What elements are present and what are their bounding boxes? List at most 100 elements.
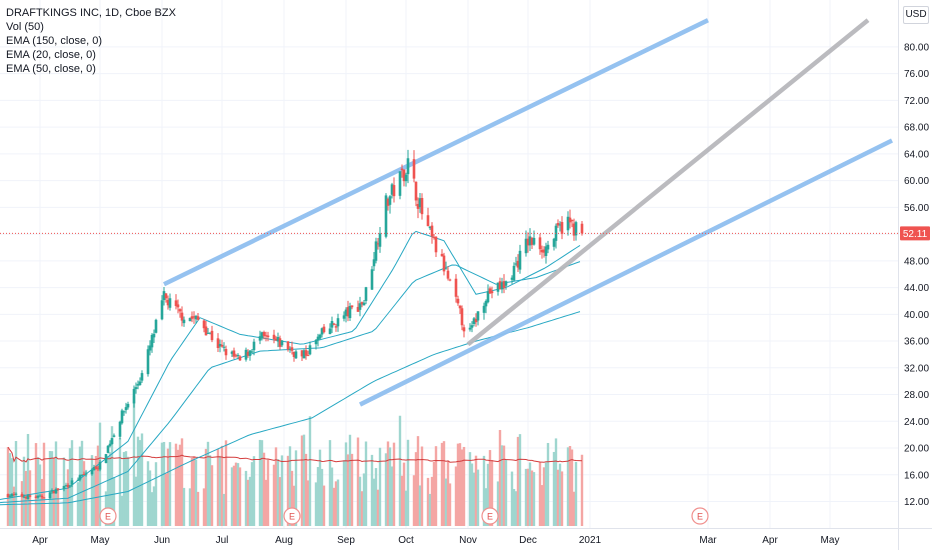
candle-body: [502, 281, 506, 288]
candle: [560, 216, 564, 240]
candle: [262, 330, 266, 340]
candle: [510, 275, 514, 284]
currency-button[interactable]: USD: [903, 6, 929, 24]
volume-bar: [168, 442, 172, 526]
volume-bar: [356, 437, 360, 526]
volume-bar: [484, 488, 488, 526]
earnings-marker-circle[interactable]: [283, 507, 301, 525]
candle-body: [344, 309, 348, 316]
candle: [490, 286, 494, 299]
time-tick-label: Jul: [216, 535, 229, 546]
candle-body: [160, 300, 164, 320]
candle-body: [70, 480, 74, 485]
candle: [70, 477, 74, 488]
candle: [238, 355, 242, 361]
lower-channel-line[interactable]: [358, 138, 894, 407]
volume-bar: [166, 448, 170, 526]
candle-body: [124, 407, 128, 411]
volume-bar: [150, 492, 154, 526]
candle-body: [76, 479, 80, 481]
candle-body: [320, 328, 324, 335]
candle-body: [36, 495, 40, 498]
candle-body: [210, 330, 214, 341]
upper-channel-line[interactable]: [163, 18, 709, 287]
volume-bar: [12, 486, 16, 526]
volume-bar: [392, 442, 396, 526]
ema50-indicator-label[interactable]: EMA (50, close, 0): [6, 63, 96, 75]
volume-bar: [94, 455, 98, 526]
candle-body: [34, 496, 38, 498]
candle-body: [364, 287, 368, 301]
volume-bar: [434, 446, 438, 526]
volume-bar: [288, 446, 292, 526]
candle-body: [362, 302, 366, 306]
volume-bar: [28, 470, 32, 526]
time-axis[interactable]: Apr May Jun Jul Aug Sep Oct Nov Dec 2021 Mar Apr May: [32, 535, 839, 546]
candle: [350, 305, 354, 310]
candle: [412, 150, 416, 183]
candle: [390, 182, 394, 199]
volume-indicator-label[interactable]: Vol (50): [6, 21, 44, 33]
ema20-indicator-label[interactable]: EMA (20, close, 0): [6, 49, 96, 61]
candle: [378, 226, 382, 253]
candle-body: [516, 260, 520, 268]
earnings-marker-circle[interactable]: [99, 507, 117, 525]
volume-bar: [418, 485, 422, 526]
candle: [222, 342, 226, 352]
earnings-marker[interactable]: E: [691, 507, 709, 525]
candle: [456, 295, 460, 306]
earnings-marker-label: E: [697, 512, 703, 522]
volume-bar: [152, 486, 156, 526]
earnings-marker[interactable]: E: [283, 507, 301, 525]
time-tick-label: Nov: [459, 535, 477, 546]
earnings-marker-circle[interactable]: [691, 507, 709, 525]
candle-body: [372, 259, 376, 267]
candle: [56, 488, 60, 492]
candle: [448, 278, 452, 282]
candle: [68, 485, 72, 488]
candle: [526, 232, 530, 253]
candle-body: [568, 217, 572, 223]
candle-body: [560, 222, 564, 234]
candle-body: [230, 351, 234, 354]
volume-bar: [488, 450, 492, 526]
candle-body: [180, 312, 184, 321]
volume-bar: [446, 460, 450, 526]
candle-body: [574, 222, 578, 236]
candle-body: [528, 236, 532, 246]
drawing-lines[interactable]: [163, 18, 894, 407]
earnings-marker[interactable]: E: [99, 507, 117, 525]
volume-bar: [80, 440, 84, 526]
candle-body: [462, 327, 466, 332]
candle-body: [434, 236, 438, 253]
volume-bar: [442, 441, 446, 526]
candle-body: [64, 485, 68, 487]
volume-bar: [560, 471, 564, 526]
candle: [304, 345, 308, 360]
volume-bar: [106, 456, 110, 526]
candle: [486, 284, 490, 304]
time-tick-label: Oct: [398, 535, 414, 546]
symbol-title[interactable]: DRAFTKINGS INC, 1D, Cboe BZX: [6, 7, 176, 19]
candle-body: [204, 326, 208, 336]
earnings-marker-circle[interactable]: [481, 507, 499, 525]
volume-bar: [42, 442, 46, 526]
candle: [248, 349, 252, 361]
candle-body: [8, 495, 12, 497]
price-axis[interactable]: 12.00 16.00 20.00 24.00 28.00 32.00 36.00 40.00…: [904, 42, 929, 508]
candle: [434, 236, 438, 257]
candle: [474, 313, 478, 327]
earnings-marker[interactable]: E: [481, 507, 499, 525]
candle-body: [498, 281, 502, 290]
volume-bar: [276, 459, 280, 526]
ema150-indicator-label[interactable]: EMA (150, close, 0): [6, 35, 102, 47]
volume-bar: [388, 447, 392, 526]
candle-body: [68, 485, 72, 487]
candle: [364, 286, 368, 305]
candle-body: [262, 332, 266, 337]
support-trendline[interactable]: [466, 18, 870, 347]
candle-body: [512, 265, 516, 281]
candle-body: [420, 197, 424, 215]
